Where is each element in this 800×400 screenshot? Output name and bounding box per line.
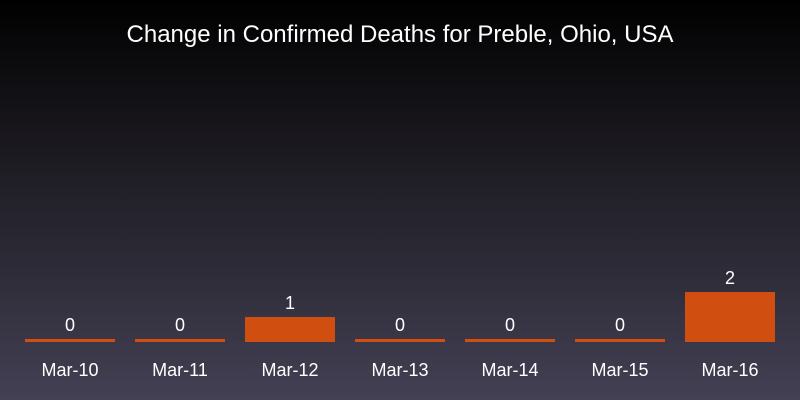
bar-mar-11 [135, 339, 225, 342]
bar-mar-15 [575, 339, 665, 342]
value-labels-group: 0 0 1 0 0 0 2 [65, 268, 735, 335]
category-label-mar-10: Mar-10 [41, 360, 98, 380]
value-label-mar-14: 0 [505, 315, 515, 335]
bar-mar-14 [465, 339, 555, 342]
category-label-mar-16: Mar-16 [701, 360, 758, 380]
category-label-mar-11: Mar-11 [152, 360, 208, 380]
bars-group [25, 292, 775, 342]
category-label-mar-13: Mar-13 [371, 360, 428, 380]
category-labels-group: Mar-10 Mar-11 Mar-12 Mar-13 Mar-14 Mar-15 Mar-… [41, 360, 758, 380]
category-label-mar-14: Mar-14 [481, 360, 538, 380]
value-label-mar-10: 0 [65, 315, 75, 335]
category-label-mar-15: Mar-15 [591, 360, 648, 380]
value-label-mar-12: 1 [285, 293, 295, 313]
bar-mar-12 [245, 317, 335, 342]
value-label-mar-11: 0 [175, 315, 185, 335]
chart-title: Change in Confirmed Deaths for Preble, O… [126, 21, 674, 48]
bar-mar-10 [25, 339, 115, 342]
category-label-mar-12: Mar-12 [261, 360, 318, 380]
value-label-mar-15: 0 [615, 315, 625, 335]
bar-mar-13 [355, 339, 445, 342]
value-label-mar-13: 0 [395, 315, 405, 335]
bar-mar-16 [685, 292, 775, 342]
value-label-mar-16: 2 [725, 268, 735, 288]
